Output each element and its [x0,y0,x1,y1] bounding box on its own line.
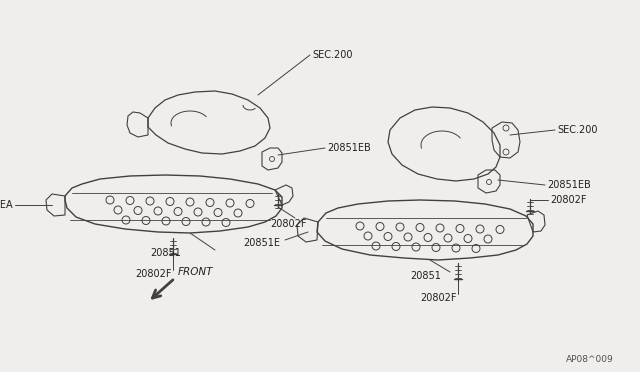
Text: SEC.200: SEC.200 [557,125,598,135]
Text: 20851EA: 20851EA [0,200,13,210]
Text: 20851E: 20851E [243,238,280,248]
Text: 20802F: 20802F [135,269,172,279]
Text: 20802F: 20802F [420,293,456,303]
Text: 20802F: 20802F [550,195,586,205]
Text: 20851: 20851 [150,248,181,258]
Text: SEC.200: SEC.200 [312,50,353,60]
Text: FRONT: FRONT [178,267,214,277]
Text: AP08^009: AP08^009 [566,356,614,365]
Text: 20802F: 20802F [270,219,307,229]
Text: 20851: 20851 [410,271,441,281]
Text: 20851EB: 20851EB [327,143,371,153]
Text: 20851EB: 20851EB [547,180,591,190]
